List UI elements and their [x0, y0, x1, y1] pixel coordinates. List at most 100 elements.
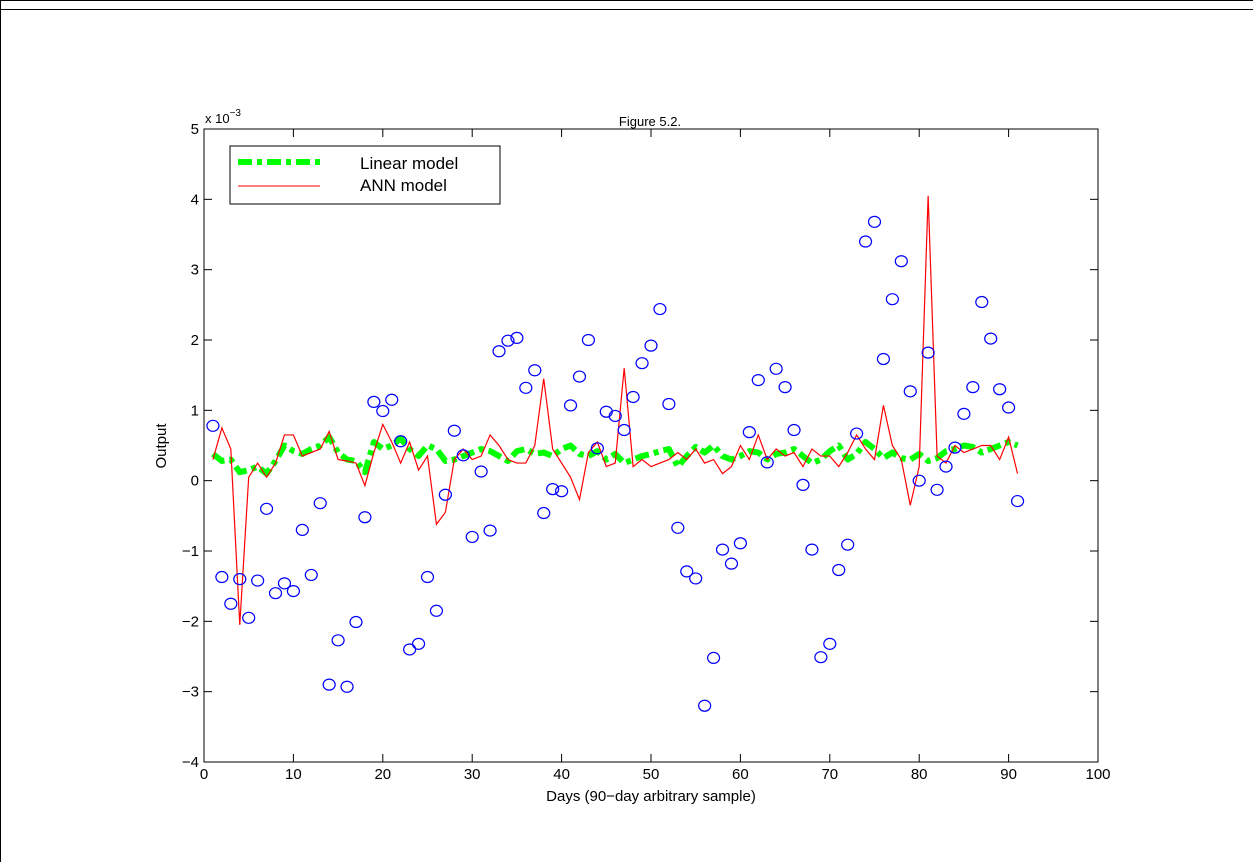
y-exponent-label: x 10−3	[205, 108, 241, 126]
x-tick-label: 0	[200, 766, 208, 783]
observed-point	[930, 483, 944, 496]
chart-title: Figure 5.2.	[619, 114, 681, 129]
observed-point	[1010, 494, 1025, 508]
y-tick-label: 1	[191, 402, 199, 419]
observed-point	[698, 699, 712, 712]
observed-point	[242, 611, 256, 624]
observed-point	[653, 302, 667, 316]
window-frame-rule	[0, 9, 1253, 10]
observed-point	[295, 523, 309, 537]
observed-point	[966, 381, 980, 394]
y-exponent-base: x 10	[205, 111, 230, 126]
observed-point	[984, 332, 998, 345]
y-tick-label: −3	[182, 684, 199, 701]
observed-point	[635, 357, 649, 370]
observed-point	[394, 435, 408, 448]
x-tick-label: 70	[821, 766, 838, 783]
observed-point	[376, 404, 390, 418]
observed-point	[411, 637, 426, 650]
observed-point	[304, 568, 318, 582]
observed-point	[546, 483, 560, 496]
y-tick-label: −4	[182, 754, 199, 771]
observed-point	[331, 634, 345, 647]
x-tick-label: 30	[464, 766, 481, 783]
observed-point	[358, 511, 372, 524]
observed-point	[957, 407, 971, 420]
x-axis: 0 10 20 30 40 50 60 70 80 90 100	[200, 129, 1111, 783]
observed-point	[420, 570, 435, 584]
observed-point	[474, 465, 488, 478]
observed-point	[912, 474, 926, 487]
observed-point	[277, 577, 292, 590]
x-tick-label: 40	[553, 766, 570, 783]
observed-point	[796, 478, 810, 491]
observed-point	[456, 449, 470, 462]
y-tick-label: 0	[191, 473, 199, 490]
y-tick-label: 2	[191, 332, 199, 349]
x-tick-label: 100	[1085, 766, 1110, 783]
y-tick-label: 3	[191, 262, 199, 279]
observed-point	[733, 537, 748, 550]
observed-point	[554, 485, 569, 498]
observed-point	[751, 373, 765, 387]
observed-point	[948, 441, 962, 454]
series-layer	[211, 195, 1019, 625]
window-frame-top	[0, 0, 1253, 1]
series-line-ann-model	[212, 195, 1019, 625]
series-line-linear-model	[211, 434, 1019, 477]
observed-points	[206, 215, 1025, 712]
observed-point	[537, 506, 551, 520]
x-axis-label: Days (90−day arbitrary sample)	[546, 788, 756, 805]
observed-point	[626, 390, 640, 404]
x-tick-label: 80	[911, 766, 928, 783]
observed-point	[268, 587, 283, 600]
observed-point	[367, 395, 381, 408]
legend-box	[229, 145, 501, 205]
observed-point	[742, 426, 756, 439]
observed-point	[403, 643, 417, 656]
observed-point	[858, 235, 873, 248]
legend-ann-label: ANN model	[360, 176, 447, 195]
y-exponent-power: −3	[230, 108, 242, 119]
y-axis-label: Output	[153, 423, 170, 469]
observed-point	[581, 333, 596, 347]
observed-point	[903, 385, 917, 398]
observed-point	[885, 293, 899, 306]
observed-point	[689, 572, 703, 585]
observed-point	[617, 423, 631, 437]
observed-point	[1001, 401, 1016, 414]
observed-point	[867, 215, 882, 228]
observed-point	[590, 442, 604, 455]
observed-point	[760, 456, 774, 469]
observed-point	[608, 409, 622, 423]
observed-point	[501, 334, 515, 347]
observed-point	[447, 424, 461, 437]
observed-point	[528, 364, 542, 377]
legend-linear-label: Linear model	[360, 154, 458, 173]
observed-point	[492, 345, 506, 358]
observed-point	[724, 557, 739, 570]
observed-point	[706, 651, 721, 665]
observed-point	[233, 573, 247, 586]
observed-point	[465, 530, 479, 544]
observed-point	[385, 393, 399, 406]
observed-point	[814, 651, 828, 664]
observed-point	[805, 543, 819, 556]
x-tick-label: 20	[374, 766, 391, 783]
x-tick-label: 10	[285, 766, 302, 783]
observed-point	[876, 352, 891, 366]
observed-point	[921, 346, 935, 359]
observed-point	[850, 427, 864, 440]
observed-point	[313, 497, 327, 510]
observed-point	[662, 397, 676, 411]
x-tick-label: 90	[1000, 766, 1017, 783]
observed-point	[975, 295, 989, 309]
observed-point	[894, 255, 908, 268]
observed-point	[322, 678, 336, 691]
y-axis: −4 −3 −2 −1 0 1 2 3 4 5	[182, 121, 1098, 771]
observed-point	[519, 381, 533, 394]
observed-point	[259, 502, 274, 515]
observed-point	[483, 524, 497, 537]
observed-point	[286, 584, 300, 598]
